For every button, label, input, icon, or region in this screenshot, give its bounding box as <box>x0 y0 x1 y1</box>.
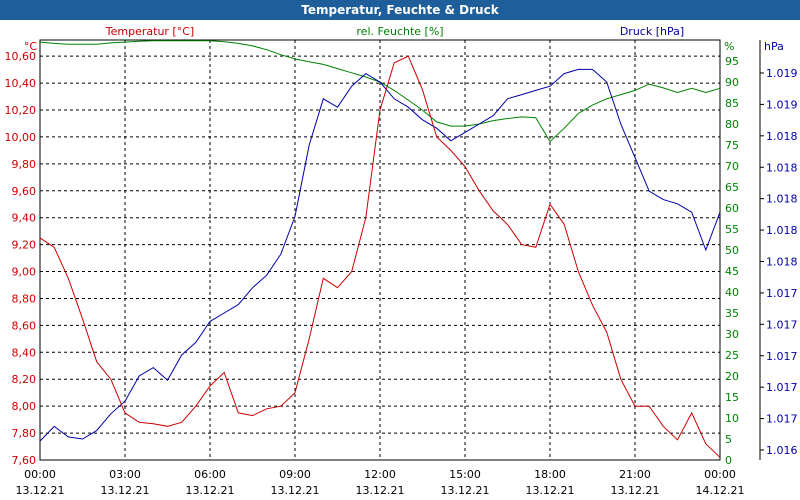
date-tick: 13.12.21 <box>441 484 490 497</box>
temperature-tick: 8,60 <box>12 319 37 332</box>
temperature-tick: 9,80 <box>12 158 37 171</box>
pressure-tick: 1.017 <box>766 287 798 300</box>
pressure-tick: 1.017 <box>766 413 798 426</box>
temperature-tick: 10,60 <box>5 50 37 63</box>
temperature-tick: 9,00 <box>12 266 37 279</box>
humidity-tick: 65 <box>725 181 739 194</box>
temperature-tick: 9,60 <box>12 185 37 198</box>
time-tick: 00:00 <box>704 468 736 481</box>
plot-frame <box>39 39 721 461</box>
temperature-tick: 9,40 <box>12 212 37 225</box>
humidity-tick: 95 <box>725 55 739 68</box>
time-tick: 06:00 <box>194 468 226 481</box>
humidity-tick: 5 <box>725 433 732 446</box>
temperature-tick: 8,80 <box>12 292 37 305</box>
pressure-tick: 1.018 <box>766 193 798 206</box>
time-tick: 00:00 <box>24 468 56 481</box>
date-tick: 13.12.21 <box>186 484 235 497</box>
temperature-tick: 8,00 <box>12 400 37 413</box>
pressure-tick: 1.017 <box>766 381 798 394</box>
date-tick: 13.12.21 <box>611 484 660 497</box>
humidity-tick: 60 <box>725 202 739 215</box>
temperature-tick: 9,20 <box>12 239 37 252</box>
humidity-tick: 15 <box>725 391 739 404</box>
pressure-tick: 1.018 <box>766 130 798 143</box>
temperature-axis-title: Temperatur [°C] <box>105 25 194 38</box>
date-tick: 13.12.21 <box>356 484 405 497</box>
pressure-tick: 1.018 <box>766 256 798 269</box>
pressure-tick: 1.018 <box>766 224 798 237</box>
time-tick: 21:00 <box>619 468 651 481</box>
humidity-tick: 20 <box>725 370 739 383</box>
humidity-tick: 75 <box>725 139 739 152</box>
time-tick: 09:00 <box>279 468 311 481</box>
date-tick: 14.12.21 <box>696 484 745 497</box>
temperature-tick: 7,80 <box>12 427 37 440</box>
humidity-tick: 80 <box>725 118 739 131</box>
pressure-tick: 1.017 <box>766 350 798 363</box>
temperature-series-line <box>39 55 721 458</box>
temperature-tick: 8,20 <box>12 373 37 386</box>
humidity-tick: 0 <box>725 454 732 467</box>
weather-chart: Temperatur [°C] rel. Feuchte [%] Druck [… <box>5 25 798 497</box>
grid <box>40 40 720 460</box>
humidity-tick: 85 <box>725 97 739 110</box>
date-tick: 13.12.21 <box>271 484 320 497</box>
time-tick: 03:00 <box>109 468 141 481</box>
temperature-tick: 8,40 <box>12 346 37 359</box>
pressure-tick: 1.019 <box>766 67 798 80</box>
temperature-tick: 10,20 <box>5 104 37 117</box>
date-tick: 13.12.21 <box>526 484 575 497</box>
pressure-series-line <box>39 68 721 442</box>
date-tick: 13.12.21 <box>16 484 65 497</box>
humidity-unit-label: % <box>724 40 734 53</box>
humidity-tick: 45 <box>725 265 739 278</box>
humidity-tick: 50 <box>725 244 739 257</box>
temperature-tick-labels: 7,60 7,80 8,00 8,20 8,40 8,60 8,80 9,00 9,20 9,40… <box>5 50 37 467</box>
time-tick: 18:00 <box>534 468 566 481</box>
pressure-tick-labels: 1.016 1.017 1.017 1.017 1.017 1.017 1.018 1.018… <box>760 67 798 457</box>
pressure-tick: 1.016 <box>766 444 798 457</box>
temperature-tick: 10,40 <box>5 77 37 90</box>
humidity-tick: 10 <box>725 412 739 425</box>
pressure-unit-label: hPa <box>764 40 784 53</box>
time-tick: 15:00 <box>449 468 481 481</box>
humidity-tick: 35 <box>725 307 739 320</box>
pressure-axis-title: Druck [hPa] <box>620 25 684 38</box>
humidity-tick-labels: 0 5 10 15 20 25 30 35 40 45 50 55 60 65 70 75 80 85 90 95 <box>725 55 739 467</box>
pressure-tick: 1.017 <box>766 318 798 331</box>
humidity-tick: 90 <box>725 76 739 89</box>
temperature-tick: 10,00 <box>5 131 37 144</box>
humidity-tick: 40 <box>725 286 739 299</box>
humidity-axis-title: rel. Feuchte [%] <box>356 25 443 38</box>
date-tick: 13.12.21 <box>101 484 150 497</box>
time-tick: 12:00 <box>364 468 396 481</box>
humidity-tick: 70 <box>725 160 739 173</box>
pressure-tick: 1.018 <box>766 161 798 174</box>
pressure-tick: 1.019 <box>766 98 798 111</box>
humidity-tick: 30 <box>725 328 739 341</box>
humidity-tick: 25 <box>725 349 739 362</box>
temperature-tick: 7,60 <box>12 454 37 467</box>
humidity-tick: 55 <box>725 223 739 236</box>
time-tick-labels: 00:00 13.12.21 03:00 13.12.21 06:00 13.12.21 0… <box>16 468 745 497</box>
temperature-unit-label: °C <box>24 40 38 53</box>
window-title: Temperatur, Feuchte & Druck <box>0 0 800 20</box>
